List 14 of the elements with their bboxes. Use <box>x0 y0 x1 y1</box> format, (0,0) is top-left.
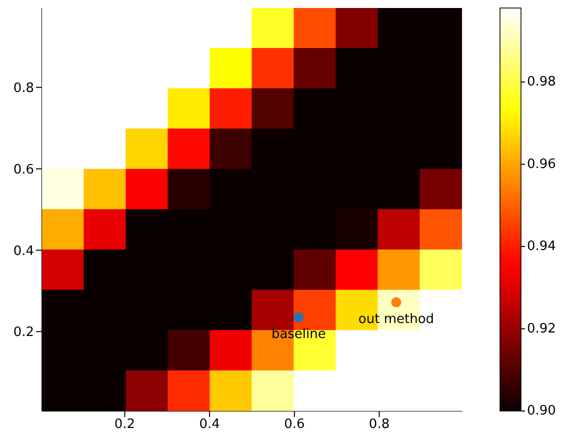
color-bar-label: 0.90 <box>527 404 556 418</box>
series-label: baseline <box>271 326 326 342</box>
y-tick-label: 0.8 <box>13 80 34 96</box>
x-tick-label: 0.4 <box>199 417 220 432</box>
y-tick-label: 0.6 <box>13 162 34 178</box>
color-bar-label: 0.96 <box>527 156 556 172</box>
color-bar-label: 0.92 <box>527 321 556 336</box>
y-tick-label: 0.2 <box>13 325 34 340</box>
color-bar-label: 0.98 <box>527 74 556 90</box>
y-tick-label: 0.4 <box>13 244 34 259</box>
x-tick-label: 0.2 <box>114 417 136 432</box>
color-bar-label: 0.94 <box>527 239 556 254</box>
x-tick-label: 0.6 <box>284 417 305 432</box>
x-tick-label: 0.8 <box>368 417 390 432</box>
